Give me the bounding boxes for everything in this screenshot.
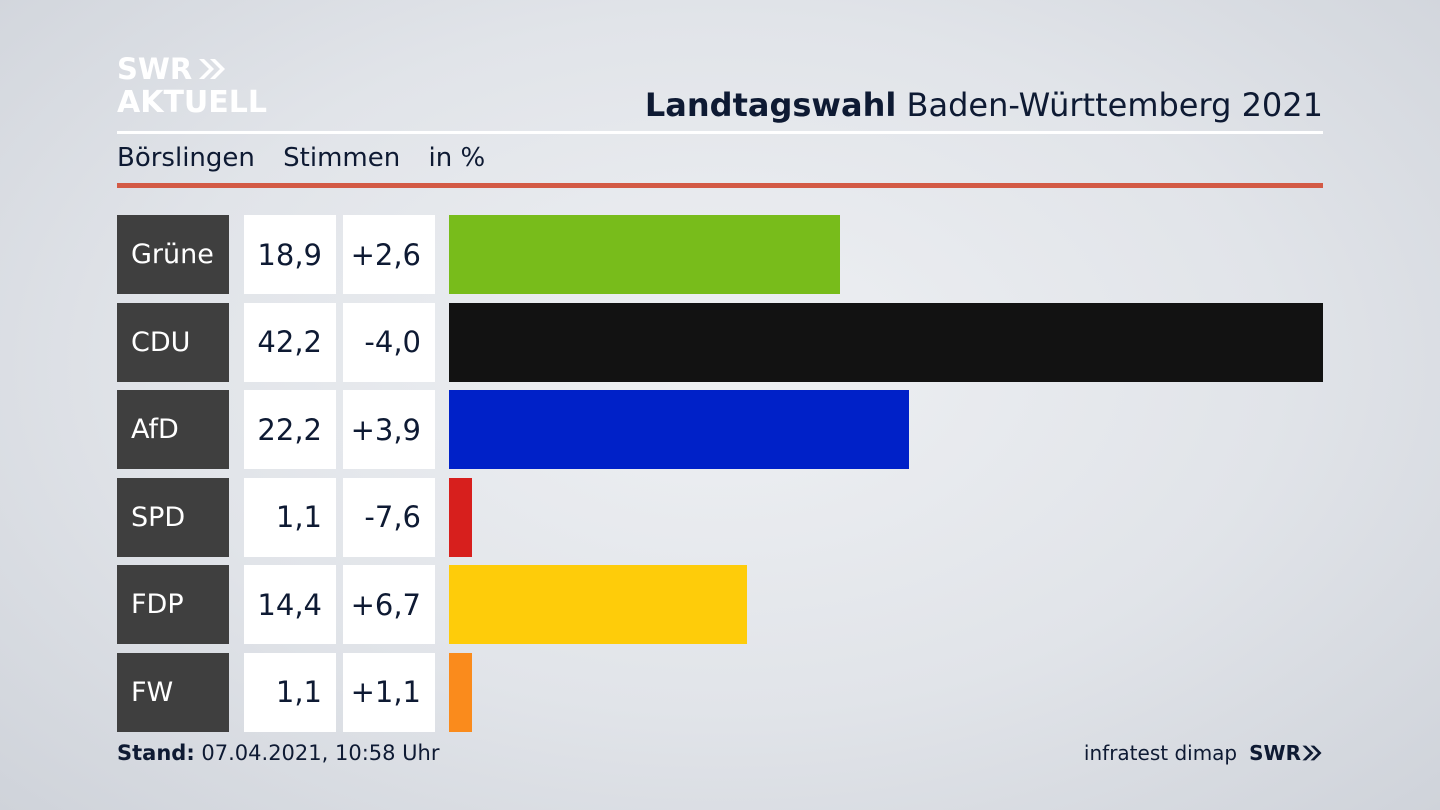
source-name: infratest dimap <box>1083 741 1238 765</box>
bar-row: AfD 22,2 +3,9 <box>117 390 1323 469</box>
party-label: SPD <box>117 477 229 557</box>
subtitle-unit: in % <box>428 143 486 173</box>
page-title: Landtagswahl Baden-Württemberg 2021 <box>645 86 1323 124</box>
bar-row: FDP 14,4 +6,7 <box>117 565 1323 644</box>
value-label: 1,1 <box>244 477 336 557</box>
party-label: AfD <box>117 390 229 469</box>
value-label: 18,9 <box>244 215 336 294</box>
accent-divider <box>117 183 1323 188</box>
title-rest: Baden-Württemberg 2021 <box>896 86 1324 124</box>
party-label: FDP <box>117 565 229 644</box>
bar <box>449 215 841 294</box>
change-label: +1,1 <box>343 652 435 732</box>
party-label: FW <box>117 652 229 732</box>
change-label: +3,9 <box>343 390 435 469</box>
subtitle-location: Börslingen <box>117 143 255 173</box>
double-chevron-icon <box>197 57 227 81</box>
logo-swr-text: SWR <box>117 51 193 86</box>
stand-label: Stand: <box>117 741 195 765</box>
change-label: -4,0 <box>343 302 435 382</box>
value-label: 14,4 <box>244 565 336 644</box>
footer-swr-text: SWR <box>1249 741 1301 765</box>
chart-subtitle: Börslingen Stimmen in % <box>117 143 505 173</box>
party-label: Grüne <box>117 215 229 294</box>
subtitle-metric: Stimmen <box>283 143 401 173</box>
value-label: 1,1 <box>244 652 336 732</box>
bar-row: FW 1,1 +1,1 <box>117 652 1323 732</box>
title-divider <box>117 131 1323 134</box>
double-chevron-icon <box>1302 745 1322 761</box>
bar <box>449 652 472 732</box>
bar <box>449 477 472 557</box>
stand-value: 07.04.2021, 10:58 Uhr <box>194 741 440 765</box>
change-label: +6,7 <box>343 565 435 644</box>
value-label: 42,2 <box>244 302 336 382</box>
source-credit: infratest dimap SWR <box>1084 741 1323 765</box>
footer-swr-logo: SWR <box>1249 741 1323 765</box>
bar-row: CDU 42,2 -4,0 <box>117 302 1323 382</box>
change-label: -7,6 <box>343 477 435 557</box>
value-label: 22,2 <box>244 390 336 469</box>
swr-aktuell-logo: SWR AKTUELL <box>117 54 267 118</box>
bar <box>449 390 909 469</box>
party-label: CDU <box>117 302 229 382</box>
bar <box>449 565 748 644</box>
title-bold: Landtagswahl <box>644 86 897 124</box>
change-label: +2,6 <box>343 215 435 294</box>
timestamp: Stand: 07.04.2021, 10:58 Uhr <box>117 741 440 765</box>
bar-row: Grüne 18,9 +2,6 <box>117 215 1323 294</box>
bar-row: SPD 1,1 -7,6 <box>117 477 1323 557</box>
logo-aktuell-text: AKTUELL <box>117 85 268 120</box>
bar <box>449 302 1323 382</box>
